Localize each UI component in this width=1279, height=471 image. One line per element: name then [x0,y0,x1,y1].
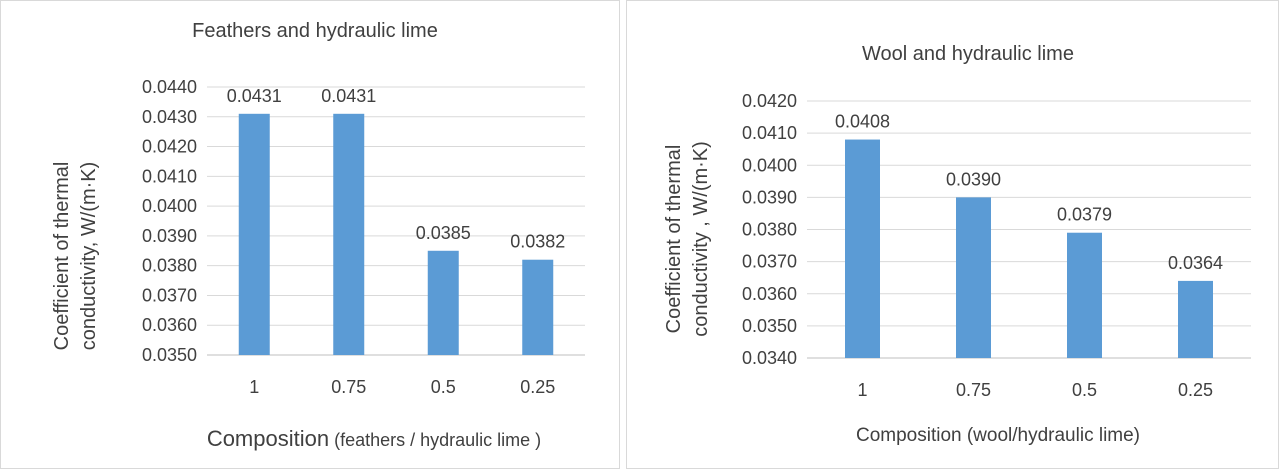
x-tick-label: 0.75 [331,377,366,397]
bar [956,197,991,358]
y-axis-label-line1: Coefficient of thermal [51,162,73,351]
x-axis-label-sub: (feathers / hydraulic lime ) [329,430,541,450]
y-tick-label: 0.0370 [142,285,197,305]
bar [1178,280,1213,358]
bar [333,113,365,355]
y-axis-label-line1: Coefficient of thermal [663,145,685,334]
x-axis-label: Composition (wool/hydraulic lime) [856,425,1140,446]
bar [522,259,554,355]
x-axis-label: Composition (feathers / hydraulic lime ) [207,426,541,451]
bar [1067,232,1102,358]
data-label: 0.0431 [321,86,376,106]
y-axis-label-line2: conductivity, W/(m·K) [78,162,100,351]
y-tick-label: 0.0350 [142,345,197,365]
y-tick-label: 0.0410 [742,123,797,143]
y-tick-label: 0.0360 [142,315,197,335]
y-tick-label: 0.0360 [742,284,797,304]
y-tick-label: 0.0350 [742,316,797,336]
x-tick-label: 0.5 [1072,380,1097,400]
data-label: 0.0431 [227,86,282,106]
bar [845,139,880,358]
data-label: 0.0364 [1168,253,1223,273]
x-tick-label: 0.25 [1178,380,1213,400]
y-tick-label: 0.0400 [742,155,797,175]
y-tick-label: 0.0430 [142,107,197,127]
y-tick-label: 0.0370 [742,252,797,272]
chart-title: Wool and hydraulic lime [862,43,1074,65]
x-tick-label: 0.75 [956,380,991,400]
x-tick-label: 1 [249,377,259,397]
bar [238,113,270,355]
chart-panel-wool: Wool and hydraulic lime Coefficient of t… [626,0,1279,469]
y-tick-label: 0.0440 [142,77,197,97]
y-axis-label-line2: conductivity , W/(m·K) [690,141,712,337]
data-label: 0.0385 [416,223,471,243]
x-tick-label: 1 [857,380,867,400]
x-tick-label: 0.25 [520,377,555,397]
chart-feathers: Feathers and hydraulic lime Coefficient … [51,20,585,451]
x-tick-label: 0.5 [431,377,456,397]
y-tick-label: 0.0390 [142,226,197,246]
y-tick-label: 0.0400 [142,196,197,216]
chart-title: Feathers and hydraulic lime [192,20,438,42]
y-tick-label: 0.0410 [142,166,197,186]
y-tick-label: 0.0390 [742,187,797,207]
data-label: 0.0408 [835,112,890,132]
chart-panel-feathers: Feathers and hydraulic lime Coefficient … [0,0,620,469]
y-tick-label: 0.0420 [742,91,797,111]
chart-wool: Wool and hydraulic lime Coefficient of t… [663,43,1251,446]
data-label: 0.0379 [1057,205,1112,225]
y-tick-label: 0.0380 [142,256,197,276]
y-tick-label: 0.0420 [142,137,197,157]
y-tick-label: 0.0380 [742,220,797,240]
x-axis-label-main: Composition [207,426,329,451]
data-label: 0.0390 [946,169,1001,189]
bar [427,250,459,355]
data-label: 0.0382 [510,232,565,252]
y-tick-label: 0.0340 [742,348,797,368]
